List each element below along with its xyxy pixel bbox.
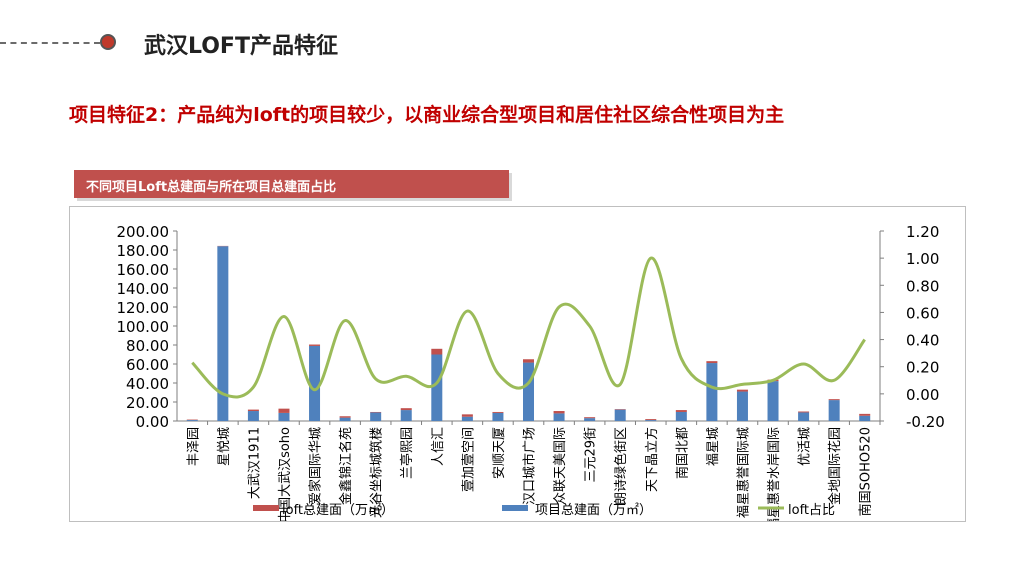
- chart-title-banner: 不同项目Loft总建面与所在项目总建面占比: [74, 170, 509, 198]
- left-tick-label: 160.00: [117, 261, 170, 279]
- category-label: 南国北都: [674, 427, 690, 479]
- category-label: 南国SOHO520: [858, 427, 874, 516]
- left-tick-label: 180.00: [117, 242, 170, 260]
- project-area-bar: [492, 412, 504, 421]
- category-label: 人信汇: [431, 427, 446, 466]
- category-label: 福星城: [706, 427, 721, 466]
- legend-label-project: 项目总建面（万㎡）: [535, 503, 652, 518]
- project-area-bar: [767, 381, 779, 421]
- chart-container: 0.00 20.00 40.00 60.00 80.00 100.00 120.00 140.…: [69, 206, 966, 531]
- left-tick-label: 80.00: [126, 337, 169, 355]
- loft-ratio-line: [191, 256, 866, 399]
- project-area-bar: [859, 415, 871, 421]
- left-tick-label: 200.00: [117, 223, 170, 241]
- right-tick-label: 0.80: [906, 277, 939, 295]
- category-label: 金地国际花园: [827, 427, 843, 505]
- left-tick-label: 120.00: [117, 299, 170, 317]
- project-area-bar: [553, 413, 565, 421]
- left-tick-label: 40.00: [126, 375, 169, 393]
- project-area-bar: [370, 412, 382, 421]
- category-label: 大武汉1911: [247, 427, 262, 499]
- project-area-bar: [584, 418, 596, 421]
- loft-area-bar: [431, 348, 443, 355]
- loft-area-bar: [247, 409, 259, 412]
- legend-swatch-project: [502, 505, 528, 511]
- left-tick-label: 100.00: [117, 318, 170, 336]
- loft-area-bar: [339, 416, 351, 418]
- right-tick-label: 0.60: [906, 304, 939, 322]
- left-tick-label: 60.00: [126, 356, 169, 374]
- project-area-bar: [614, 409, 626, 421]
- category-label: 金鑫锦江名苑: [338, 427, 354, 505]
- category-label: 天下晶立方: [644, 427, 660, 492]
- category-label: 光谷坐标城筑楼: [369, 427, 385, 518]
- legend-swatch-loft: [253, 505, 279, 511]
- project-area-bar: [736, 391, 748, 421]
- left-tick-label: 140.00: [117, 280, 170, 298]
- project-area-bar: [278, 412, 290, 421]
- loft-area-bar: [584, 417, 596, 419]
- category-label: 安顺天厦: [492, 427, 507, 479]
- left-tick-label: 20.00: [126, 394, 169, 412]
- project-area-bar: [247, 411, 259, 421]
- project-area-bar: [645, 420, 657, 421]
- project-area-bar: [186, 420, 198, 421]
- category-label: 朗诗绿色街区: [613, 427, 629, 505]
- loft-area-bar: [645, 419, 657, 421]
- loft-area-bar: [553, 411, 565, 414]
- category-label: 兰亭熙园: [399, 427, 415, 479]
- header-dashed-line: [0, 42, 100, 44]
- category-label: 汉口城市广场: [522, 427, 538, 505]
- category-label: 福星惠誉水岸国际: [767, 427, 782, 521]
- right-tick-label: -0.20: [906, 413, 945, 431]
- left-tick-label: 0.00: [136, 413, 169, 431]
- project-area-bar: [431, 354, 443, 421]
- category-label: 三元29街: [584, 427, 599, 483]
- project-area-bar: [339, 417, 351, 421]
- category-label: 爱家国际华城: [308, 427, 324, 505]
- right-tick-label: 0.40: [906, 332, 939, 350]
- page-subtitle: 项目特征2：产品纯为loft的项目较少，以商业综合型项目和居住社区综合性项目为主: [69, 104, 785, 126]
- loft-area-bar: [461, 414, 473, 417]
- loft-area-bar: [492, 411, 504, 413]
- project-area-bar: [675, 411, 687, 421]
- page-title: 武汉LOFT产品特征: [144, 34, 338, 59]
- project-area-bar: [217, 246, 229, 421]
- project-area-bar: [523, 362, 534, 421]
- project-area-bar: [461, 416, 473, 421]
- right-tick-label: 1.20: [906, 223, 939, 241]
- category-label: 星悦城: [217, 427, 232, 466]
- project-area-bar: [828, 400, 840, 421]
- category-label: 众联天美国际: [553, 427, 568, 505]
- category-label: 壹加壹空间: [461, 427, 476, 492]
- combo-chart: 0.0020.0040.0060.0080.00100.00120.00140.…: [117, 223, 945, 531]
- header-dot-icon: [100, 34, 116, 50]
- category-label: 福星惠誉国际城: [736, 427, 751, 518]
- loft-area-bar: [859, 413, 871, 416]
- project-area-bar: [798, 412, 810, 421]
- loft-area-bar: [278, 408, 290, 413]
- category-label: 优活城: [798, 427, 813, 466]
- project-area-bar: [309, 345, 321, 421]
- loft-area-bar: [828, 399, 840, 401]
- category-label: 丰泽园: [186, 427, 201, 466]
- project-area-bar: [706, 363, 718, 421]
- loft-area-bar: [736, 389, 748, 392]
- loft-area-bar: [400, 408, 412, 411]
- loft-area-bar: [309, 344, 321, 346]
- legend-label-loft: loft总建面（万㎡）: [282, 503, 394, 518]
- loft-area-bar: [706, 361, 718, 364]
- loft-area-bar: [523, 359, 534, 363]
- legend-label-ratio: loft占比: [788, 503, 835, 518]
- right-tick-label: 0.00: [906, 386, 939, 404]
- loft-area-bar: [675, 410, 687, 412]
- chart-title: 不同项目Loft总建面与所在项目总建面占比: [86, 180, 337, 195]
- right-tick-label: 0.20: [906, 359, 939, 377]
- right-tick-label: 1.00: [906, 250, 939, 268]
- project-area-bar: [400, 410, 412, 421]
- loft-area-bar: [798, 411, 810, 413]
- category-label: 中国大武汉soho: [278, 427, 293, 521]
